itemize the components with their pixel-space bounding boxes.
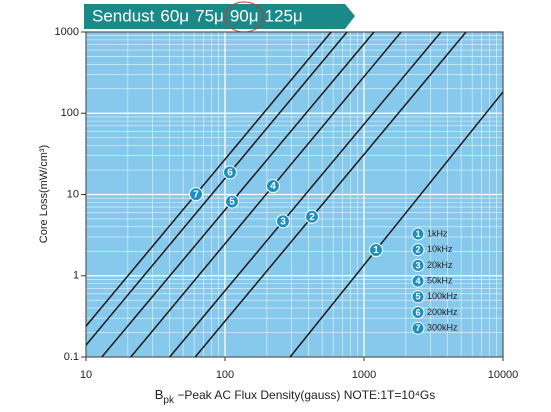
legend-label: 50kHz xyxy=(427,275,453,285)
series-marker xyxy=(369,243,383,258)
legend-label: 100kHz xyxy=(427,291,458,301)
y-tick-label: 0.1 xyxy=(64,351,79,363)
x-tick-label: 100 xyxy=(216,369,234,381)
legend-marker xyxy=(411,306,425,319)
series-line xyxy=(85,31,348,346)
legend-marker-label: 3 xyxy=(415,260,420,270)
series-line xyxy=(194,31,467,358)
series-marker xyxy=(276,214,290,229)
title-part: 75μ xyxy=(195,6,224,25)
title-part: 125μ xyxy=(265,6,303,25)
title-part: 60μ xyxy=(160,6,189,25)
legend-marker-label: 2 xyxy=(415,245,420,255)
series-marker xyxy=(189,187,203,202)
x-tick-label: 10000 xyxy=(488,369,519,381)
x-tick-label: 10 xyxy=(80,369,92,381)
x-axis-label: Bpk −Peak AC Flux Density(gauss) NOTE:1T… xyxy=(155,387,436,405)
series-line xyxy=(101,31,375,358)
legend-marker-label: 4 xyxy=(415,276,420,286)
legend-marker xyxy=(411,274,425,288)
title: Sendust 60μ 75μ 90μ 125μ xyxy=(92,1,303,33)
legend-label: 200kHz xyxy=(427,307,458,317)
y-tick-label: 1000 xyxy=(55,26,79,38)
y-tick-label: 1 xyxy=(73,270,79,282)
series-marker xyxy=(223,165,237,180)
series-line xyxy=(85,31,332,327)
y-tick-label: 100 xyxy=(61,107,79,119)
y-axis-label: Core Loss(mW/cm³) xyxy=(38,145,50,243)
plot-frame xyxy=(85,31,504,358)
series-marker-label: 7 xyxy=(193,189,199,200)
legend-marker-label: 7 xyxy=(415,323,420,333)
series-line xyxy=(169,31,442,358)
x-tick-label: 1000 xyxy=(352,369,376,381)
series-marker xyxy=(225,194,239,209)
legend-label: 300kHz xyxy=(427,323,458,333)
title-part: 90μ xyxy=(230,6,259,25)
series-marker-label: 5 xyxy=(229,197,235,208)
series-marker-label: 1 xyxy=(373,245,379,256)
series-line xyxy=(289,91,504,358)
series-marker xyxy=(266,179,280,194)
legend-label: 1kHz xyxy=(427,228,448,238)
legend-marker xyxy=(411,258,425,272)
series-marker-label: 3 xyxy=(280,216,286,227)
legend-label: 10kHz xyxy=(427,244,453,254)
legend-marker xyxy=(411,243,425,257)
legend-marker xyxy=(411,321,425,335)
x-label-main: B xyxy=(155,387,164,402)
title-banner xyxy=(84,4,355,29)
legend-marker xyxy=(411,227,425,241)
legend-marker-label: 1 xyxy=(415,229,420,239)
legend-label: 20kHz xyxy=(427,260,453,270)
series-marker-label: 6 xyxy=(227,168,233,179)
x-label-sub: pk xyxy=(163,395,175,406)
series-marker-label: 4 xyxy=(270,181,276,192)
x-label-rest: −Peak AC Flux Density(gauss) NOTE:1T=10⁴… xyxy=(174,388,435,402)
y-tick-label: 10 xyxy=(67,188,79,200)
legend-marker xyxy=(411,290,425,304)
series-marker xyxy=(305,209,319,224)
title-part: Sendust xyxy=(92,6,155,25)
series-line xyxy=(130,31,402,358)
legend-marker-label: 6 xyxy=(415,307,420,317)
series-marker-label: 2 xyxy=(309,212,315,223)
legend-marker-label: 5 xyxy=(415,292,420,302)
